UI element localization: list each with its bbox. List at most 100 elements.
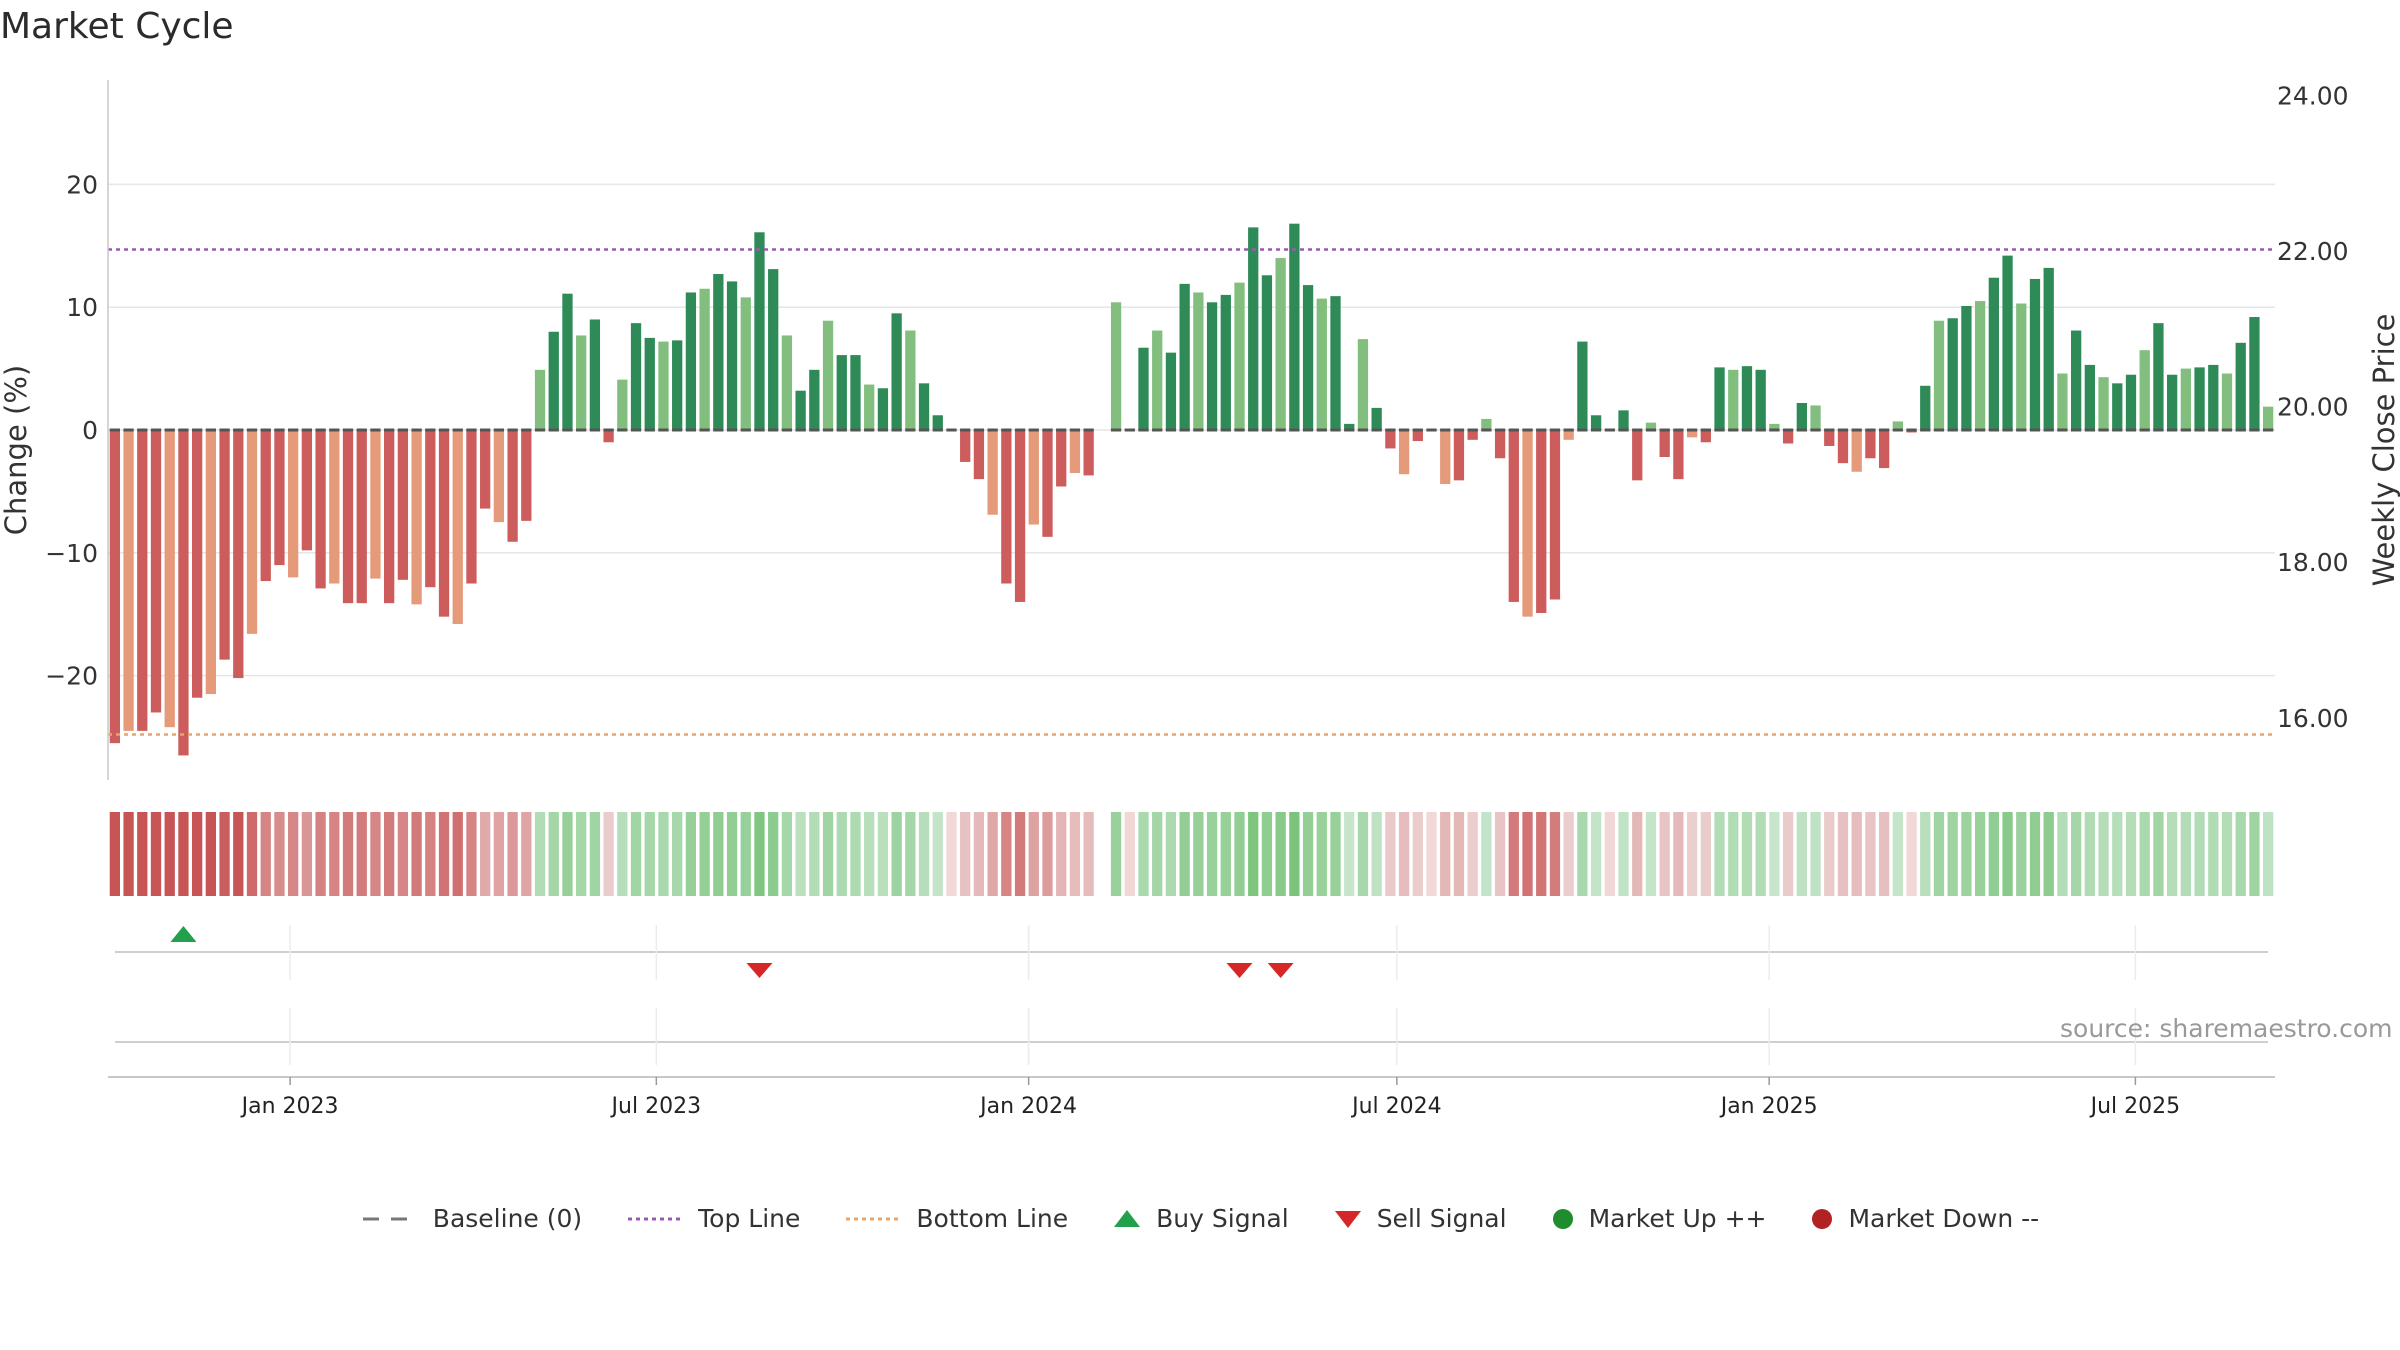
bar	[1851, 430, 1862, 472]
bar	[1344, 423, 1355, 430]
strip-cell	[918, 812, 930, 896]
baseline-dash	[877, 428, 889, 432]
strip-cell	[946, 812, 957, 896]
strip-cell	[493, 812, 505, 896]
y2-tick-label: 20.00	[2277, 393, 2349, 422]
bar	[946, 428, 957, 432]
baseline-dash	[822, 428, 834, 432]
strip-cell	[178, 812, 189, 896]
strip-cell	[1467, 812, 1478, 896]
baseline-dash	[1316, 428, 1327, 432]
baseline-dash	[246, 428, 258, 432]
legend-item-top-line: Top Line	[626, 1204, 800, 1233]
strip-cell	[1892, 812, 1903, 896]
strip-cell	[301, 812, 313, 896]
bar	[864, 384, 875, 430]
strip-cell	[1782, 812, 1794, 896]
strip-cell	[548, 812, 559, 896]
strip-cell	[356, 812, 367, 896]
baseline-dash	[1069, 428, 1081, 432]
strip-cell	[438, 812, 450, 896]
baseline-dash	[1536, 428, 1547, 432]
bar	[2249, 317, 2260, 430]
strip-cell	[699, 812, 710, 896]
dotted-line-icon	[846, 1217, 901, 1220]
bar	[1206, 302, 1218, 430]
baseline-dash	[1234, 428, 1245, 432]
baseline-dash	[301, 428, 313, 432]
bar	[1604, 428, 1615, 432]
bar	[1755, 369, 1766, 430]
baseline-dash	[2043, 428, 2054, 432]
bar	[1947, 318, 1958, 430]
strip-cell	[1645, 812, 1657, 896]
bar	[2084, 364, 2095, 430]
strip-cell	[1796, 812, 1807, 896]
bar	[1728, 369, 1739, 430]
strip-cell	[877, 812, 889, 896]
bar	[548, 331, 559, 430]
bar	[726, 281, 738, 430]
strip-cell	[1961, 812, 1972, 896]
bar	[1659, 430, 1670, 458]
baseline-dash	[1700, 428, 1711, 432]
strip-cell	[1344, 812, 1355, 896]
strip-cell	[726, 812, 738, 896]
bar	[1481, 418, 1492, 430]
strip-cell	[2057, 812, 2068, 896]
baseline-dash	[150, 428, 162, 432]
y2-tick-label: 18.00	[2277, 548, 2349, 577]
bar	[342, 430, 354, 604]
bar	[301, 430, 313, 551]
strip-cell	[274, 812, 285, 896]
strip-cell	[1563, 812, 1574, 896]
baseline-dash	[342, 428, 354, 432]
baseline-dash	[795, 428, 806, 432]
baseline-dash	[1302, 428, 1314, 432]
baseline-dash	[1892, 428, 1903, 432]
baseline-dash	[1028, 428, 1039, 432]
baseline-dash	[1083, 428, 1094, 432]
bar	[2002, 255, 2013, 430]
bar	[137, 430, 148, 731]
bar	[1165, 352, 1177, 430]
strip-cell	[1810, 812, 1821, 896]
baseline-dash	[1933, 428, 1945, 432]
bar	[1289, 223, 1300, 430]
baseline-dash	[1549, 428, 1561, 432]
bar	[1522, 430, 1533, 617]
bar	[1810, 405, 1821, 430]
bar	[905, 330, 916, 430]
baseline-dash	[2002, 428, 2013, 432]
strip-cell	[1083, 812, 1094, 896]
strip-cell	[754, 812, 765, 896]
baseline-dash	[1947, 428, 1958, 432]
baseline-dash	[1988, 428, 1999, 432]
bar	[1796, 402, 1807, 430]
baseline-dash	[1714, 428, 1725, 432]
bar	[1440, 430, 1451, 485]
bar	[1590, 415, 1602, 430]
strip-cell	[1755, 812, 1766, 896]
bar	[713, 274, 724, 430]
bar	[2139, 350, 2150, 430]
strip-cell	[1604, 812, 1615, 896]
baseline-dash	[356, 428, 367, 432]
baseline-dash	[589, 428, 601, 432]
baseline-dash	[1878, 428, 1890, 432]
legend-label: Buy Signal	[1156, 1204, 1289, 1233]
bar	[315, 430, 326, 589]
baseline-dash	[960, 428, 971, 432]
bar	[425, 430, 436, 588]
baseline-dash	[425, 428, 436, 432]
strip-cell	[1302, 812, 1314, 896]
bar	[164, 430, 175, 728]
bar	[589, 319, 601, 430]
strip-cell	[1124, 812, 1135, 896]
bar	[740, 297, 751, 430]
bar	[233, 430, 244, 679]
bar	[1988, 277, 1999, 430]
baseline-dash	[493, 428, 505, 432]
bar	[1769, 423, 1780, 430]
baseline-dash	[809, 428, 820, 432]
